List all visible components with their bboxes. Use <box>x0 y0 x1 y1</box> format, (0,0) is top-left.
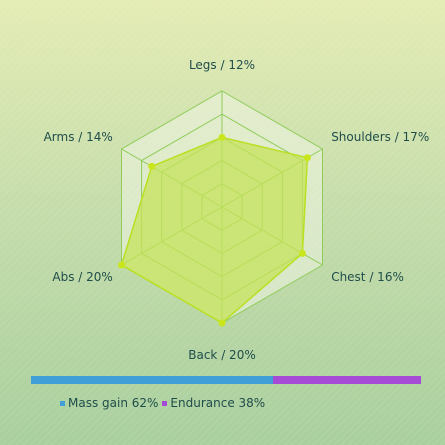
data-point-back <box>218 319 226 327</box>
legend-swatch-mass-gain <box>60 400 65 406</box>
legend-label-endurance: Endurance 38% <box>170 396 266 410</box>
axis-label-back: Back / 20% <box>188 348 255 362</box>
split-bar-mass-gain-segment <box>31 376 273 384</box>
data-point-shoulders <box>303 154 311 162</box>
legend-label-mass-gain: Mass gain 62% <box>68 396 159 410</box>
axis-label-legs: Legs / 12% <box>189 58 255 72</box>
legend: Mass gain 62% Endurance 38% <box>60 396 265 410</box>
axis-label-arms: Arms / 14% <box>44 130 113 144</box>
data-point-arms <box>148 162 156 170</box>
data-point-abs <box>118 261 125 269</box>
split-bar-endurance-segment <box>272 376 421 384</box>
data-point-chest <box>298 249 306 257</box>
legend-item-endurance: Endurance 38% <box>162 396 265 410</box>
data-point-legs <box>218 133 226 141</box>
axis-label-chest: Chest / 16% <box>331 270 404 284</box>
legend-item-mass-gain: Mass gain 62% <box>60 396 158 410</box>
split-bar <box>31 376 421 384</box>
axis-label-abs: Abs / 20% <box>52 270 112 284</box>
axis-label-shoulders: Shoulders / 17% <box>331 130 429 144</box>
legend-swatch-endurance <box>162 400 168 406</box>
